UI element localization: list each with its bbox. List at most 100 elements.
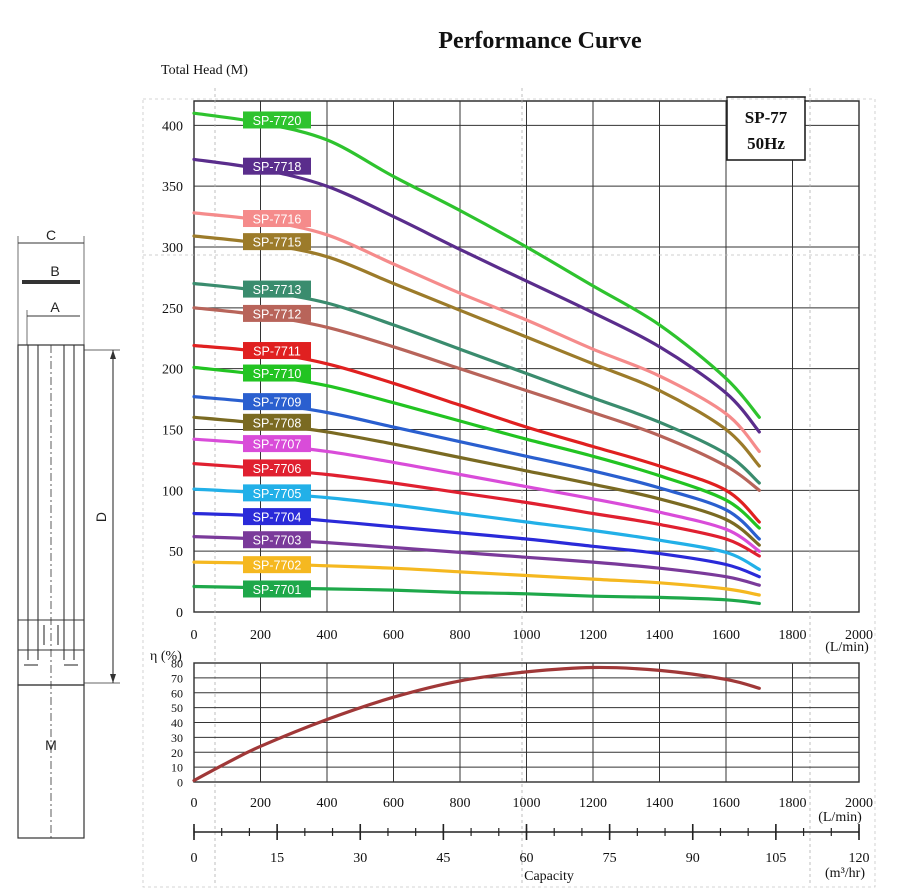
- series-label: SP-7702: [243, 556, 311, 574]
- capacity-tick-label: 105: [765, 851, 786, 866]
- series-label: SP-7701: [243, 580, 311, 598]
- series-label: SP-7711: [243, 342, 311, 360]
- model-box-frame: [726, 96, 806, 161]
- capacity-tick-label: 120: [849, 851, 870, 866]
- series-label: SP-7703: [243, 531, 311, 549]
- efficiency-curve: [192, 665, 761, 783]
- head-y-tick-label: 250: [162, 302, 183, 317]
- efficiency-y-tick-label: 0: [177, 776, 183, 790]
- efficiency-x-tick-label: 2000: [845, 796, 873, 811]
- head-x-tick-label: 1400: [646, 628, 674, 643]
- head-series-line: [192, 157, 761, 434]
- head-y-tick-label: 150: [162, 424, 183, 439]
- series-label-swatch: [243, 157, 311, 175]
- series-label-swatch: [243, 531, 311, 549]
- series-label-swatch: [243, 393, 311, 411]
- model-box: SP-77 50Hz: [726, 96, 806, 161]
- series-label-swatch: [243, 233, 311, 251]
- capacity-tick-label: 75: [603, 851, 617, 866]
- series-label-text: SP-7711: [253, 345, 301, 359]
- efficiency-y-title: η (%): [150, 649, 182, 664]
- series-label: SP-7720: [243, 111, 311, 129]
- series-label-text: SP-7715: [253, 236, 302, 250]
- efficiency-y-tick-label: 70: [171, 671, 183, 685]
- series-label: SP-7715: [243, 233, 311, 251]
- capacity-tick-label: 30: [353, 851, 367, 866]
- efficiency-x-tick-label: 800: [450, 796, 471, 811]
- head-x-tick-label: 2000: [845, 628, 873, 643]
- capacity-tick-label: 45: [436, 851, 450, 866]
- efficiency-y-tick-label: 10: [171, 761, 183, 775]
- head-y-tick-label: 300: [162, 241, 183, 256]
- head-x-tick-label: 1800: [779, 628, 807, 643]
- dim-b-bar: [22, 280, 80, 284]
- head-y-tick-label: 400: [162, 119, 183, 134]
- efficiency-x-tick-label: 1000: [513, 796, 541, 811]
- capacity-tick-label: 90: [686, 851, 700, 866]
- series-label: SP-7716: [243, 210, 311, 228]
- head-x-tick-label: 600: [383, 628, 404, 643]
- efficiency-y-tick-label: 40: [171, 716, 183, 730]
- head-series-labels: SP-7720 SP-7718 SP-7716 SP-7715 SP-7713 SP-77…: [243, 111, 311, 598]
- head-x-tick-label: 800: [450, 628, 471, 643]
- series-label-text: SP-7703: [253, 534, 302, 548]
- efficiency-x-tick-label: 1800: [779, 796, 807, 811]
- efficiency-x-unit: (L/min): [818, 810, 862, 825]
- dim-d-arrow-top: [110, 350, 116, 359]
- efficiency-y-tick-label: 50: [171, 701, 183, 715]
- series-label-text: SP-7706: [253, 462, 302, 476]
- series-label-text: SP-7712: [253, 307, 302, 321]
- head-y-ticks: 0 50 100 150 200 250 300 350 400: [162, 119, 183, 621]
- series-label-text: SP-7718: [253, 160, 302, 174]
- series-label-text: SP-7701: [253, 583, 302, 597]
- efficiency-x-tick-label: 1200: [579, 796, 607, 811]
- series-label-swatch: [243, 342, 311, 360]
- series-label-text: SP-7704: [253, 511, 302, 525]
- series-label-text: SP-7709: [253, 396, 302, 410]
- efficiency-y-tick-label: 60: [171, 686, 183, 700]
- head-x-tick-label: 1200: [579, 628, 607, 643]
- series-label-text: SP-7710: [253, 367, 302, 381]
- series-label: SP-7707: [243, 435, 311, 453]
- dim-a-label: A: [50, 299, 60, 315]
- capacity-tick-label: 15: [270, 851, 284, 866]
- efficiency-y-tick-label: 20: [171, 746, 183, 760]
- dim-d-label: D: [93, 512, 109, 522]
- series-label-swatch: [243, 364, 311, 382]
- series-label-swatch: [243, 556, 311, 574]
- chart-title: Performance Curve: [438, 28, 642, 54]
- efficiency-x-tick-label: 1600: [712, 796, 740, 811]
- series-label: SP-7704: [243, 508, 311, 526]
- series-label-swatch: [243, 210, 311, 228]
- pump-dimension-drawing: C B A D M: [17, 227, 120, 839]
- dim-d-arrow-bottom: [110, 674, 116, 683]
- efficiency-x-tick-label: 1400: [646, 796, 674, 811]
- series-label: SP-7705: [243, 484, 311, 502]
- series-label-text: SP-7702: [253, 559, 302, 573]
- capacity-x-unit: (m³/hr): [825, 866, 865, 881]
- head-y-tick-label: 350: [162, 180, 183, 195]
- capacity-tick-label: 60: [520, 851, 534, 866]
- series-label-text: SP-7720: [253, 114, 302, 128]
- series-label-swatch: [243, 435, 311, 453]
- efficiency-line: [192, 665, 761, 783]
- head-x-tick-label: 0: [191, 628, 198, 643]
- series-label: SP-7710: [243, 364, 311, 382]
- series-label: SP-7709: [243, 393, 311, 411]
- dim-m-label: M: [45, 737, 57, 753]
- series-label-swatch: [243, 413, 311, 431]
- efficiency-x-ticks: 0 200 400 600 800 1000 1200 1400 1600 1800 2000: [191, 796, 874, 811]
- y-axis-title: Total Head (M): [161, 63, 248, 78]
- capacity-tick-label: 0: [191, 851, 198, 866]
- efficiency-x-tick-label: 400: [317, 796, 338, 811]
- series-label: SP-7718: [243, 157, 311, 175]
- series-label-swatch: [243, 111, 311, 129]
- series-label-text: SP-7716: [253, 213, 302, 227]
- series-label-swatch: [243, 580, 311, 598]
- series-label: SP-7713: [243, 280, 311, 298]
- series-label: SP-7712: [243, 304, 311, 322]
- head-series-line: [192, 111, 761, 419]
- head-y-tick-label: 50: [169, 545, 183, 560]
